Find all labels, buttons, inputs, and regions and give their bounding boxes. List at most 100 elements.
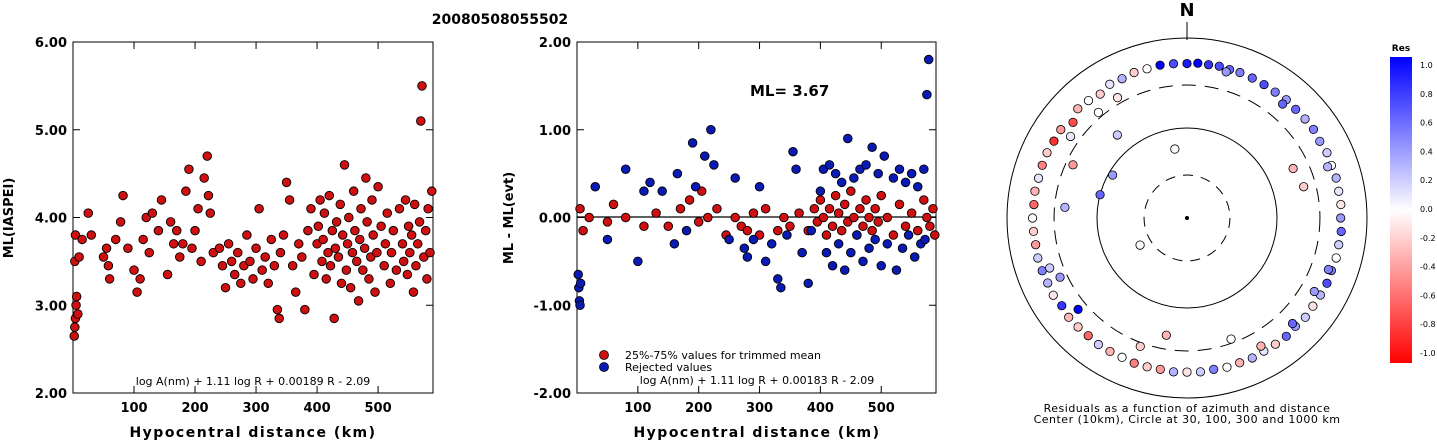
residual-point (1105, 79, 1115, 89)
epicenter-marker (1185, 216, 1189, 220)
data-point (83, 208, 94, 218)
data-point (779, 212, 789, 223)
colorbar: Res 1.0 0.8 0.6 0.4 0.2 0.0 -0.2 -0.4 -0.6 -0.8 -1… (1390, 44, 1436, 363)
residual-point (1073, 304, 1083, 314)
residual-point (1045, 263, 1055, 273)
data-point (391, 265, 402, 275)
data-point (272, 304, 283, 315)
y-tick-label: -2.00 (534, 387, 571, 402)
data-point (330, 243, 341, 253)
data-point (412, 239, 423, 249)
y-axis-residual: -2.00 -1.00 0.00 1.00 2.00 (534, 36, 936, 402)
residual-point (1300, 114, 1310, 124)
residual-point (1065, 131, 1076, 142)
data-point (833, 208, 844, 218)
y-tick-label: 4.00 (35, 212, 67, 227)
data-point (742, 225, 753, 236)
data-point (824, 160, 835, 170)
data-point (861, 160, 871, 170)
data-point (803, 278, 813, 289)
data-point (220, 282, 231, 293)
plot-frame-ml (72, 41, 434, 394)
residual-point (1112, 93, 1123, 103)
residual-point (1135, 240, 1145, 250)
data-point (839, 265, 850, 275)
data-point (232, 247, 243, 258)
data-point (229, 269, 240, 280)
colorbar-tick-label: -0.2 (1420, 234, 1436, 243)
points-ml (69, 81, 437, 341)
data-point (867, 225, 877, 236)
data-point (135, 274, 145, 284)
residual-point (1222, 362, 1232, 372)
data-point (573, 269, 583, 280)
data-point (98, 252, 109, 262)
data-point (317, 256, 327, 267)
data-point (325, 261, 336, 271)
data-point (284, 195, 295, 205)
data-point (791, 164, 801, 174)
data-point (214, 243, 225, 253)
data-point (876, 261, 886, 271)
data-point (156, 195, 167, 205)
data-point (830, 168, 841, 179)
x-tick-label: 200 (181, 401, 208, 416)
data-point (675, 203, 686, 214)
data-point (821, 230, 832, 240)
data-point (274, 313, 284, 324)
data-point (669, 239, 680, 249)
data-point (335, 199, 346, 210)
residual-point (1060, 202, 1070, 212)
data-point (359, 243, 370, 253)
data-point (703, 212, 713, 223)
data-point (855, 203, 865, 214)
data-point (833, 239, 844, 249)
data-point (205, 208, 216, 218)
distance-rings (1006, 37, 1368, 399)
data-point (730, 173, 740, 183)
data-point (423, 203, 433, 214)
residual-point (1291, 104, 1301, 114)
data-point (254, 203, 264, 214)
residual-point (1309, 286, 1319, 297)
data-point (912, 182, 923, 192)
data-point (153, 225, 164, 236)
residual-point (1235, 358, 1245, 368)
data-point (187, 243, 197, 253)
data-point (323, 247, 333, 258)
data-point (376, 221, 386, 232)
residual-point (1203, 60, 1214, 70)
formula-ml: log A(nm) + 1.11 log R + 0.00189 R - 2.0… (136, 375, 370, 388)
data-point (300, 304, 310, 315)
data-point (331, 217, 342, 227)
data-point (362, 217, 372, 227)
data-point (278, 230, 289, 240)
data-point (894, 164, 905, 174)
residual-point (1322, 278, 1332, 288)
data-point (397, 239, 408, 249)
data-point (888, 230, 899, 240)
data-point (827, 221, 838, 232)
data-point (739, 243, 750, 253)
colorbar-tick-label: 0.0 (1420, 205, 1433, 214)
residual-point (1323, 162, 1333, 172)
colorbar-tick-label: 0.4 (1420, 147, 1433, 156)
data-point (345, 282, 356, 293)
residual-point (1300, 312, 1310, 322)
residual-point (1214, 61, 1224, 71)
data-point (380, 239, 391, 249)
x-axis-residual: 100 200 300 400 500 (624, 42, 895, 416)
data-point (269, 261, 280, 271)
residual-point (1064, 312, 1074, 322)
data-point (672, 168, 683, 179)
data-point (657, 186, 667, 196)
data-point (351, 256, 362, 267)
data-point (858, 256, 868, 267)
data-point (388, 225, 399, 236)
residual-point (1168, 59, 1179, 69)
x-tick-label: 500 (868, 401, 895, 416)
data-point (782, 230, 792, 240)
data-point (358, 265, 368, 275)
residual-point (1073, 322, 1083, 332)
data-point (861, 195, 871, 205)
